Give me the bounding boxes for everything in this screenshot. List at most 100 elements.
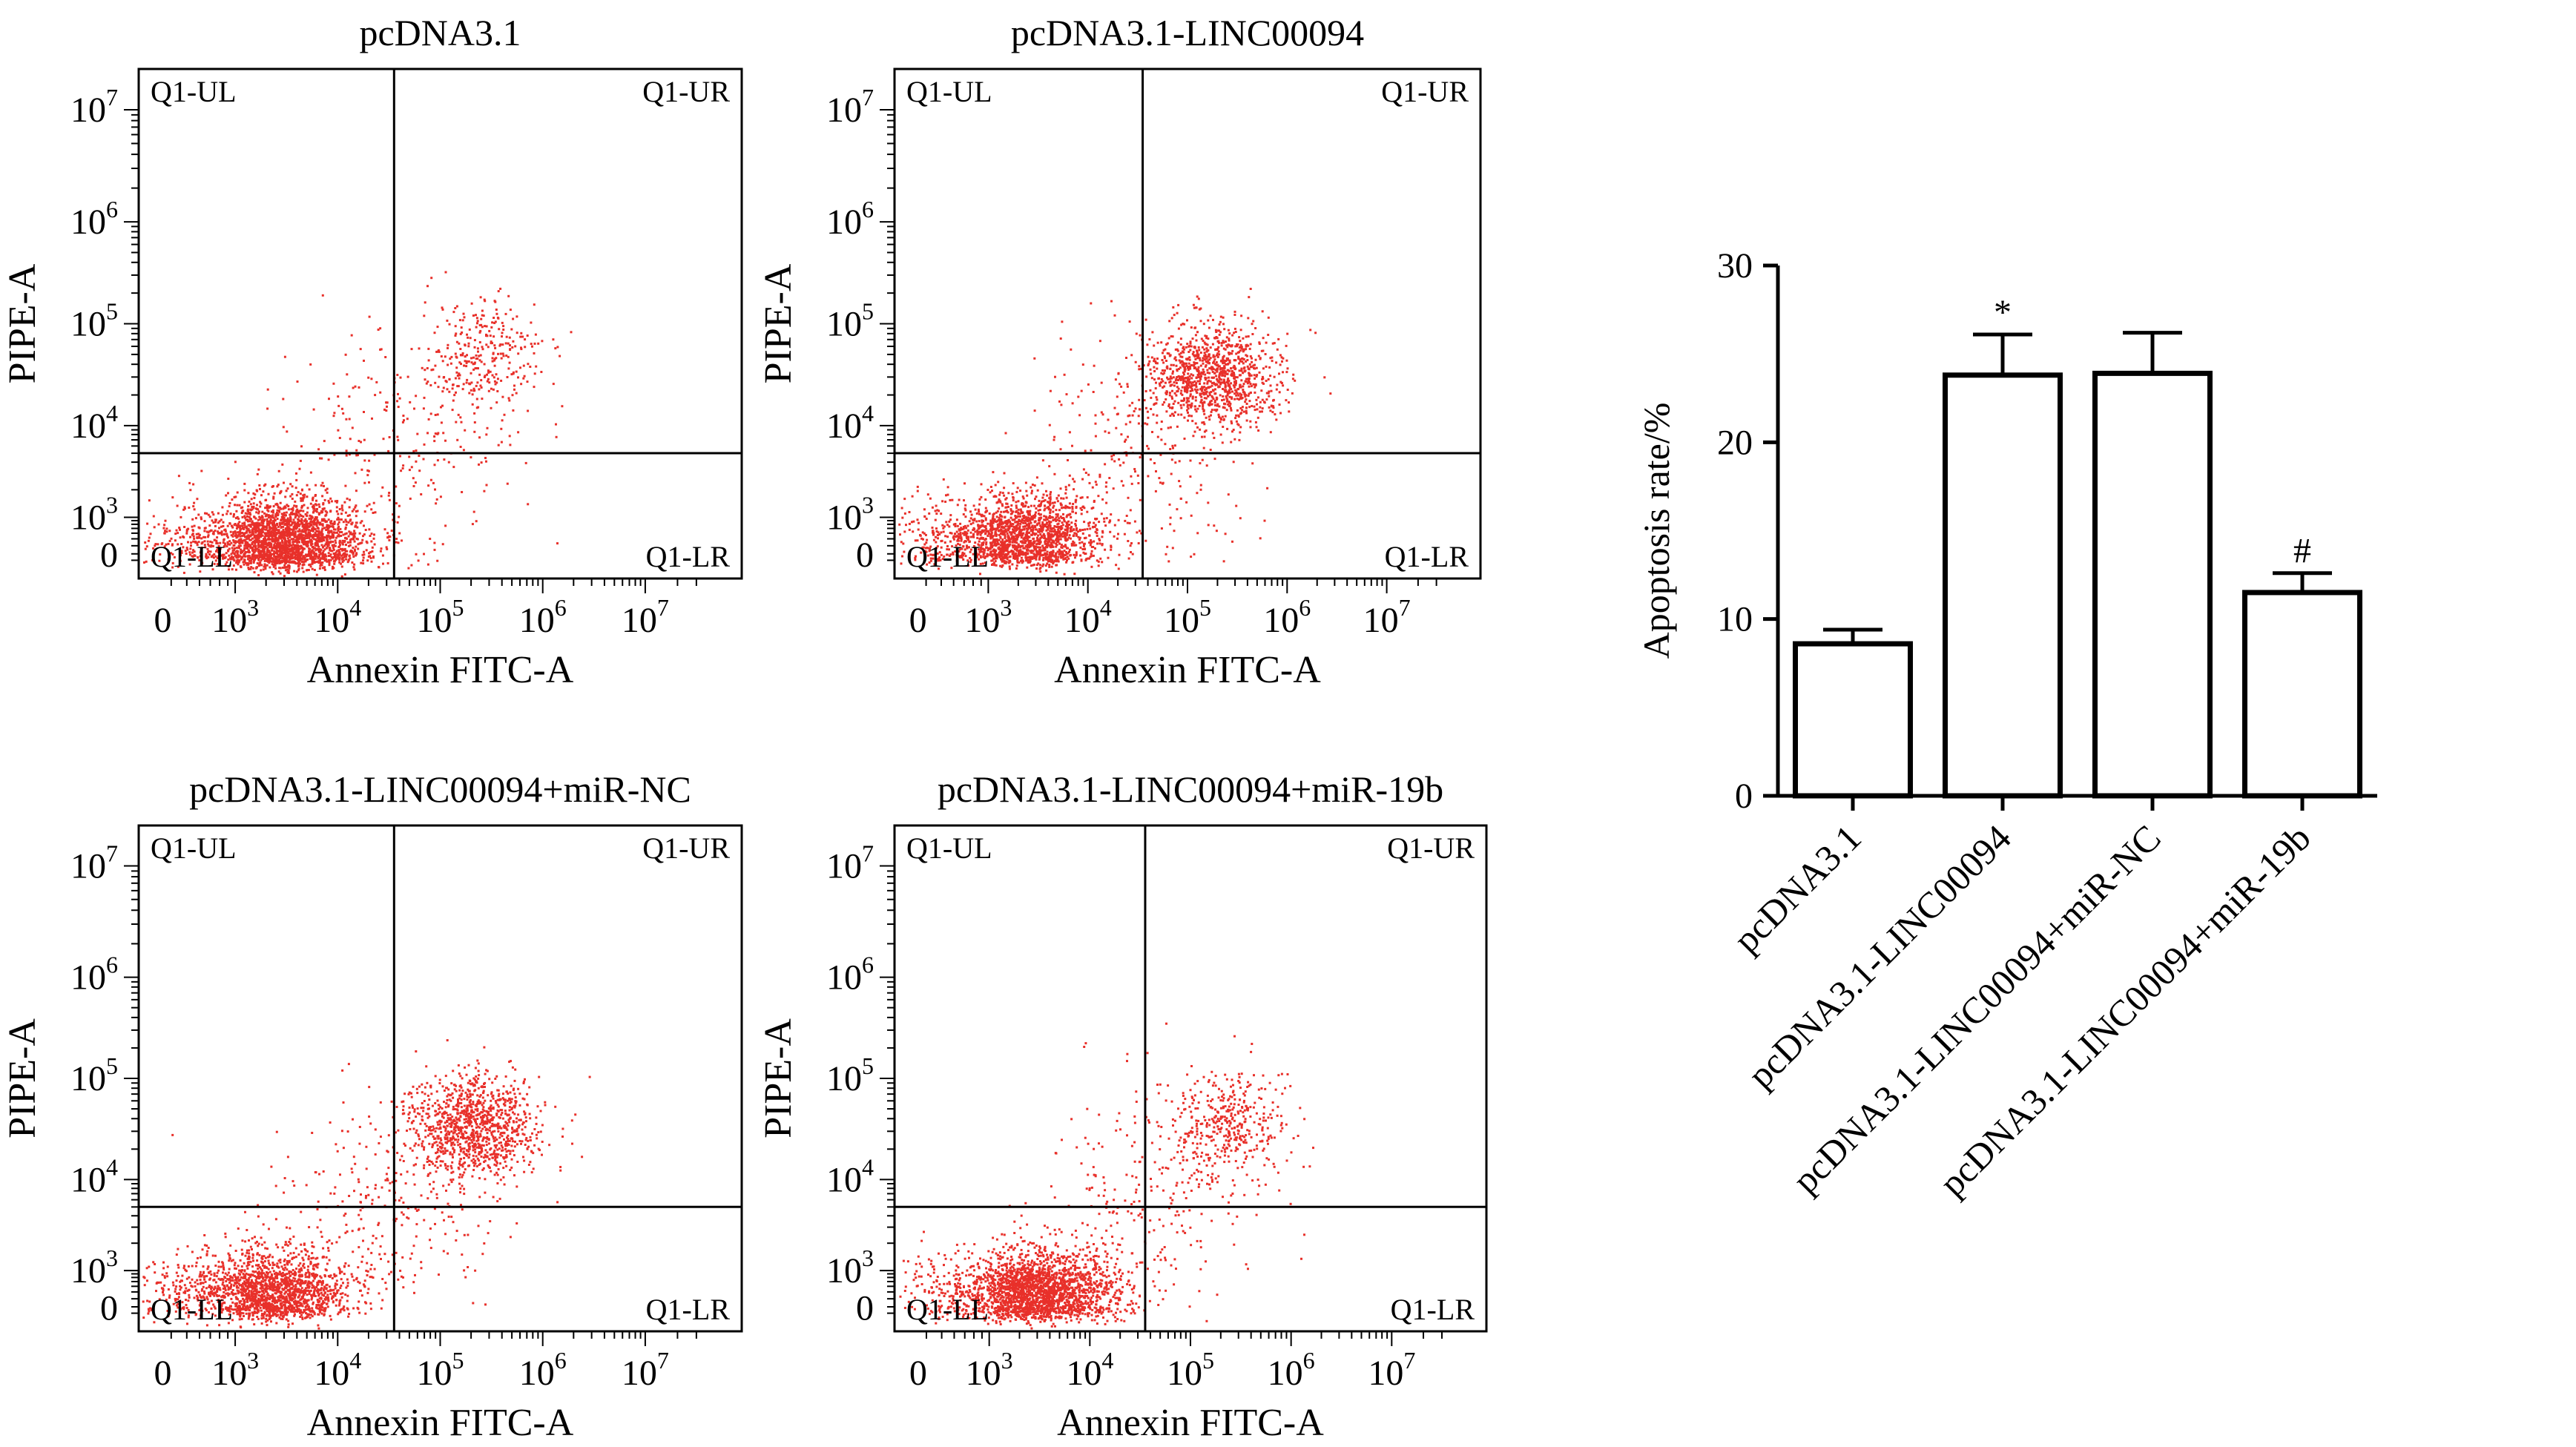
scatter-point — [464, 429, 467, 432]
scatter-point — [1062, 558, 1065, 561]
scatter-point — [933, 563, 936, 566]
scatter-point — [385, 401, 388, 404]
scatter-point — [1002, 510, 1005, 513]
scatter-point — [256, 554, 259, 557]
scatter-point — [903, 550, 906, 553]
scatter-point — [254, 550, 257, 553]
scatter-point — [191, 525, 194, 528]
scatter-point — [311, 556, 314, 558]
scatter-point — [345, 418, 348, 421]
scatter-point — [363, 438, 366, 441]
scatter-point — [1000, 553, 1003, 556]
scatter-point — [501, 419, 504, 422]
scatter-point — [1125, 515, 1128, 517]
scatter-point — [214, 518, 217, 521]
scatter-point — [1127, 557, 1130, 560]
scatter-point — [254, 542, 257, 545]
scatter-point — [257, 518, 260, 521]
scatter-point — [276, 485, 279, 488]
scatter-point — [337, 523, 340, 526]
scatter-point — [251, 547, 254, 550]
scatter-point — [274, 512, 277, 515]
scatter-point — [240, 557, 243, 560]
scatter-point — [252, 541, 255, 544]
scatter-point — [1009, 524, 1012, 527]
scatter-point — [266, 550, 269, 553]
x-tick-label-base: 10 — [417, 601, 452, 640]
scatter-point — [326, 543, 328, 546]
scatter-point — [216, 536, 219, 539]
scatter-point — [979, 556, 982, 558]
scatter-point — [322, 550, 325, 553]
scatter-point — [336, 518, 339, 521]
scatter-point — [240, 507, 243, 510]
scatter-point — [240, 550, 243, 553]
scatter-point — [230, 541, 233, 544]
scatter-point — [914, 557, 917, 559]
scatter-point — [149, 533, 152, 535]
scatter-point — [279, 572, 282, 575]
scatter-point — [898, 523, 901, 526]
scatter-point — [246, 512, 248, 515]
scatter-point — [991, 518, 994, 521]
scatter-point — [243, 482, 246, 485]
scatter-point — [520, 332, 523, 334]
scatter-point — [258, 484, 261, 487]
scatter-point — [222, 541, 225, 544]
scatter-point — [1015, 556, 1018, 559]
scatter-point — [1035, 564, 1038, 567]
scatter-point — [464, 355, 467, 358]
scatter-point — [264, 553, 267, 556]
scatter-point — [377, 329, 380, 331]
scatter-point — [399, 376, 402, 379]
scatter-point — [312, 520, 315, 523]
scatter-point — [956, 504, 959, 507]
scatter-point — [340, 554, 343, 557]
scatter-point — [159, 553, 162, 556]
scatter-point — [257, 538, 260, 541]
scatter-point — [1046, 521, 1049, 524]
scatter-point — [1015, 549, 1018, 552]
scatter-point — [523, 375, 526, 378]
scatter-point — [534, 333, 537, 336]
scatter-point — [1066, 559, 1068, 561]
scatter-point — [1057, 528, 1060, 531]
scatter-point — [965, 527, 968, 530]
scatter-point — [246, 519, 249, 521]
scatter-point — [461, 319, 464, 322]
scatter-point — [321, 556, 324, 558]
scatter-point — [1037, 512, 1040, 515]
scatter-point — [311, 559, 314, 562]
scatter-point — [282, 566, 284, 569]
scatter-point — [271, 560, 274, 563]
scatter-point — [302, 524, 305, 527]
scatter-point — [368, 528, 371, 531]
scatter-point — [949, 540, 952, 543]
scatter-point — [440, 406, 442, 409]
scatter-point — [273, 533, 276, 535]
scatter-point — [266, 518, 269, 521]
scatter-point — [243, 526, 246, 529]
scatter-point — [237, 550, 240, 553]
scatter-point — [935, 512, 938, 515]
scatter-point — [570, 331, 573, 334]
scatter-point — [499, 287, 502, 290]
scatter-point — [295, 478, 298, 481]
scatter-point — [270, 543, 273, 546]
scatter-point — [509, 344, 511, 347]
scatter-point — [985, 527, 988, 530]
scatter-point — [418, 347, 421, 350]
scatter-point — [470, 372, 472, 375]
scatter-point — [286, 544, 289, 547]
x-tick-label: 103 — [211, 594, 259, 640]
scatter-point — [204, 535, 207, 538]
scatter-point — [1010, 532, 1013, 535]
scatter-point — [1105, 501, 1108, 504]
scatter-point — [1058, 519, 1061, 522]
scatter-point — [325, 535, 328, 538]
scatter-point — [1024, 559, 1027, 562]
scatter-point — [1003, 494, 1006, 497]
scatter-point — [916, 490, 919, 492]
scatter-point — [321, 523, 324, 526]
scatter-point — [305, 533, 308, 536]
